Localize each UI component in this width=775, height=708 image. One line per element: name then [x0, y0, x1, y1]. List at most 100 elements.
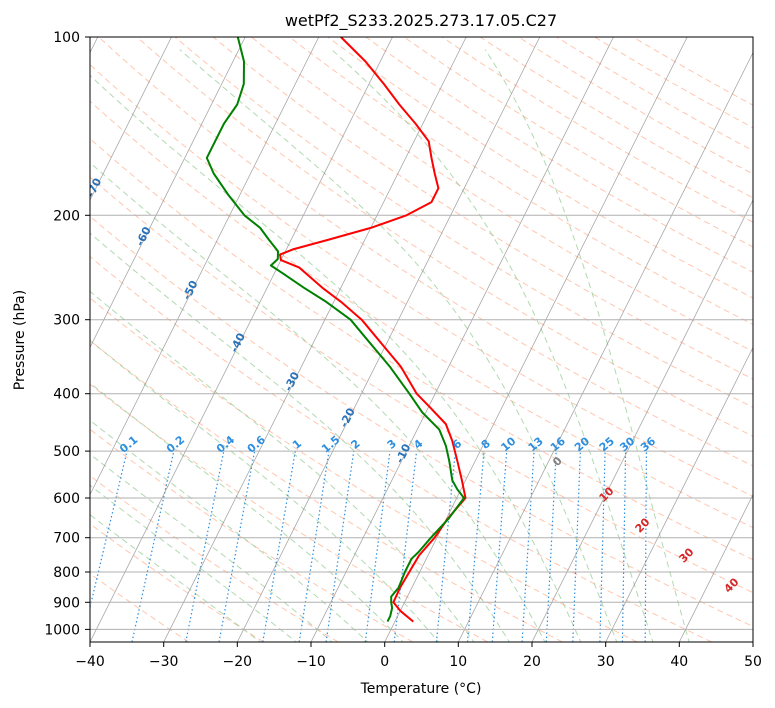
- mixing-ratio-line: [621, 451, 627, 642]
- dry-adiabat: [90, 339, 563, 642]
- y-tick-label: 700: [53, 531, 80, 547]
- isotherm-label: -70: [84, 176, 105, 200]
- plot-frame: [89, 36, 754, 643]
- x-tick-label: 10: [449, 654, 467, 670]
- moist-adiabat: [90, 232, 510, 642]
- dewpoint-profile: [205, 37, 465, 623]
- sounding-series: [205, 37, 467, 623]
- upper-temp-label: 30: [677, 545, 697, 565]
- y-tick-label: 500: [53, 444, 80, 460]
- isotherm-line: [236, 37, 541, 642]
- isotherm-label: -80: [32, 132, 53, 156]
- pressure-gridlines: [90, 37, 753, 630]
- x-tick-label: 0: [380, 654, 389, 670]
- mixing-ratio-line: [599, 451, 606, 642]
- y-tick-label: 800: [53, 565, 80, 581]
- isotherm-label: -20: [337, 406, 358, 430]
- isotherm-line: [752, 641, 753, 642]
- y-tick-label: 600: [53, 491, 80, 507]
- upper-temp-label: 10: [597, 484, 617, 504]
- mixing-ratio-line: [325, 451, 355, 642]
- mixing-ratio-line: [364, 451, 391, 642]
- mixing-ratio-line: [298, 451, 330, 642]
- moist-adiabat: [90, 419, 369, 642]
- mixing-ratio-label: 0.2: [164, 433, 187, 455]
- dry-adiabat: [212, 37, 753, 380]
- dry-adiabat: [90, 383, 488, 642]
- mixing-ratio-line: [131, 450, 175, 642]
- isotherm-line: [605, 346, 753, 642]
- mixing-ratio-label: 2: [348, 437, 362, 452]
- x-tick-label: −40: [75, 654, 105, 670]
- x-tick-label: −30: [149, 654, 179, 670]
- dry-adiabat: [251, 37, 753, 353]
- y-tick-label: 400: [53, 387, 80, 403]
- isotherm-line: [90, 37, 393, 642]
- mixing-ratio-lines: [90, 450, 648, 642]
- x-tick-label: 30: [597, 654, 615, 670]
- dry-adiabat: [327, 37, 753, 299]
- dry-adiabat: [136, 37, 753, 437]
- y-tick-label: 900: [53, 595, 80, 611]
- mixing-ratio-line: [185, 450, 225, 642]
- moist-adiabats: [90, 49, 690, 642]
- dry-adiabat: [90, 176, 753, 594]
- isotherm-label: -40: [228, 331, 249, 355]
- dry-adiabat: [90, 100, 753, 529]
- dry-adiabat: [480, 37, 753, 199]
- dry-adiabats: [90, 37, 753, 642]
- dry-adiabat: [441, 37, 753, 223]
- skewed-isotherms: [90, 37, 753, 642]
- dry-adiabat: [90, 297, 638, 642]
- mixing-ratio-label: 3: [385, 437, 399, 452]
- isotherm-line: [457, 51, 753, 642]
- upper-temp-label: 0: [550, 454, 565, 469]
- dry-adiabat: [90, 255, 712, 642]
- mixing-ratio-line: [262, 450, 296, 642]
- mixing-ratio-line: [218, 450, 256, 642]
- dry-adiabat: [556, 37, 753, 152]
- x-tick-label: 50: [744, 654, 762, 670]
- x-tick-label: −10: [296, 654, 326, 670]
- dry-adiabat: [90, 572, 190, 642]
- moist-adiabat: [90, 161, 546, 642]
- mixing-ratio-label: 0.1: [117, 433, 140, 455]
- isotherm-label: -50: [180, 278, 201, 302]
- mixing-ratio-line: [393, 451, 418, 642]
- y-tick-label: 100: [53, 30, 80, 46]
- dry-adiabat: [90, 523, 264, 642]
- dry-adiabat: [90, 428, 414, 642]
- y-axis-title: Pressure (hPa): [12, 290, 28, 390]
- isotherm-line: [90, 37, 246, 349]
- y-tick-label: 1000: [44, 622, 80, 638]
- isotherm-line: [90, 37, 320, 496]
- mixing-ratio-label: 1: [290, 437, 304, 452]
- plot-area: -100-90-80-70-60-50-40-30-20-100.10.20.4…: [32, 37, 753, 642]
- mixing-ratio-label: 4: [411, 437, 425, 452]
- moist-adiabat: [90, 74, 582, 642]
- upper-temp-label: 40: [722, 575, 742, 595]
- dry-adiabat: [632, 37, 753, 106]
- temperature-profile: [279, 37, 467, 623]
- dry-adiabat: [90, 138, 753, 561]
- y-axis: 1000 900 800 700 600 500 400 300 200 100: [44, 30, 90, 638]
- isotherm-label: -30: [282, 369, 303, 393]
- dry-adiabat: [365, 37, 753, 273]
- dry-adiabat: [403, 37, 753, 248]
- mixing-ratio-label: 6: [450, 437, 464, 452]
- dry-adiabat: [90, 215, 753, 628]
- isotherm-line: [310, 37, 614, 642]
- mixing-ratio-label: 0.6: [245, 433, 269, 456]
- moist-adiabat: [90, 382, 404, 642]
- mixing-ratio-line: [545, 451, 557, 642]
- x-tick-label: 40: [670, 654, 688, 670]
- upper-temp-label: 20: [633, 515, 653, 535]
- mixing-ratio-line: [491, 451, 508, 642]
- dry-adiabat: [90, 475, 339, 642]
- isotherm-line: [90, 37, 172, 201]
- isotherm-line: [384, 37, 688, 642]
- chart-title: wetPf2_S233.2025.273.17.05.C27: [285, 11, 557, 31]
- dry-adiabat: [174, 37, 753, 408]
- x-axis: −40 −30 −20 −10 0 10 20 30 40 50: [75, 642, 762, 670]
